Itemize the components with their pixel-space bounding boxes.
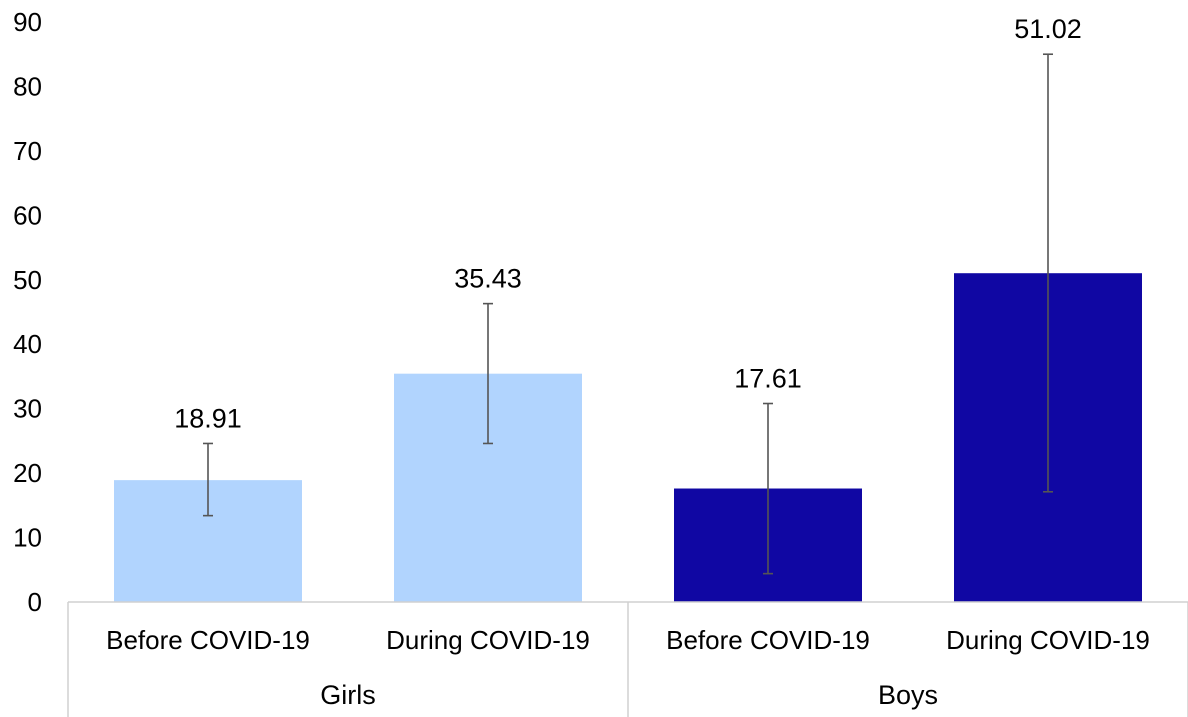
data-label: 51.02 [1014,14,1082,44]
y-tick-label: 20 [13,458,42,488]
y-tick-label: 50 [13,265,42,295]
y-tick-label: 40 [13,329,42,359]
data-label: 18.91 [174,403,242,433]
y-tick-label: 90 [13,7,42,37]
x-category-label: During COVID-19 [946,625,1150,655]
data-labels: 18.91 35.43 17.61 51.02 [174,14,1082,433]
x-axis: Before COVID-19 During COVID-19 Before COV… [67,601,1188,717]
x-group-label: Girls [320,680,376,710]
error-bar [763,402,773,575]
x-category-label: During COVID-19 [386,625,590,655]
y-tick-label: 80 [13,71,42,101]
error-bar [1043,53,1053,493]
error-bar [483,302,493,445]
x-category-label: Before COVID-19 [666,625,870,655]
error-bars [203,53,1053,575]
x-group-label: Boys [878,680,938,710]
y-tick-label: 10 [13,523,42,553]
error-bar [203,442,213,517]
data-label: 35.43 [454,264,522,294]
y-tick-label: 70 [13,136,42,166]
y-tick-label: 0 [28,587,42,617]
y-tick-label: 60 [13,200,42,230]
data-label: 17.61 [734,364,802,394]
bars [114,273,1142,602]
y-tick-label: 30 [13,394,42,424]
x-category-label: Before COVID-19 [106,625,310,655]
y-axis-ticks: 0 10 20 30 40 50 60 70 80 90 [13,7,42,617]
